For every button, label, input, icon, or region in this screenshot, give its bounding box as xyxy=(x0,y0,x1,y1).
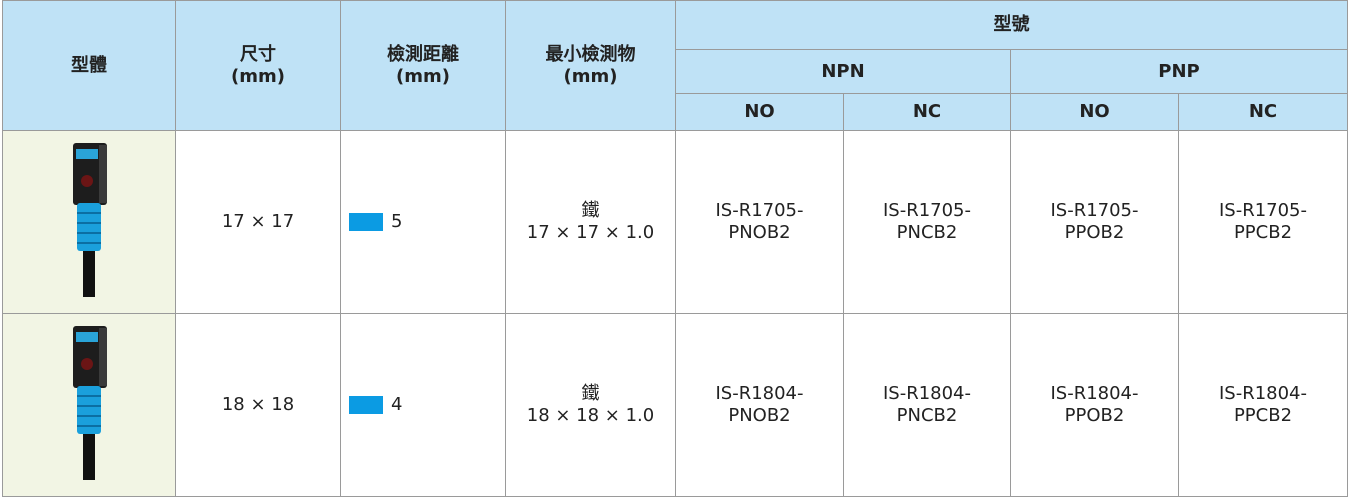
header-unit: (mm) xyxy=(231,65,285,87)
cell: IS-R1705- PNOB2 xyxy=(675,130,844,314)
model-number: PPOB2 xyxy=(1064,405,1125,426)
sensor-image xyxy=(73,326,107,480)
image-cell xyxy=(2,313,176,497)
cell: 鐵 18 × 18 × 1.0 xyxy=(505,313,676,497)
header-cell: PNP xyxy=(1010,49,1348,94)
cell: IS-R1705- PNCB2 xyxy=(843,130,1011,314)
model-number: PPOB2 xyxy=(1064,222,1125,243)
size: 17 × 17 xyxy=(221,211,295,232)
model-number: PNCB2 xyxy=(896,222,958,243)
cell: 鐵 17 × 17 × 1.0 xyxy=(505,130,676,314)
header-unit: (mm) xyxy=(396,65,450,87)
size: 18 × 18 xyxy=(221,394,295,415)
header-text: 型體 xyxy=(71,54,107,76)
model-number: PNCB2 xyxy=(896,405,958,426)
header-cell: NC xyxy=(1178,93,1348,131)
model-number: PNOB2 xyxy=(728,405,791,426)
table-row: 18 × 18 4 鐵 18 × 18 × 1.0 IS-R1804- PNOB2 IS-R… xyxy=(2,313,1348,497)
header-cell: 最小檢測物 (mm) xyxy=(505,0,676,131)
cell: 4 xyxy=(340,313,506,497)
cell: 5 xyxy=(340,130,506,314)
model-number: PPCB2 xyxy=(1233,222,1293,243)
cell: IS-R1705- PPOB2 xyxy=(1010,130,1179,314)
sensor-image xyxy=(73,143,107,297)
header-cell: NPN xyxy=(675,49,1011,94)
object-size: 18 × 18 × 1.0 xyxy=(526,405,655,426)
header-text: 型號 xyxy=(993,14,1030,35)
cell: IS-R1804- PPCB2 xyxy=(1178,313,1348,497)
model-number: IS-R1705- xyxy=(1218,200,1308,221)
header-text: NPN xyxy=(821,60,865,82)
cell: IS-R1705- PPCB2 xyxy=(1178,130,1348,314)
header-text: 檢測距離 xyxy=(387,43,459,65)
material: 鐵 xyxy=(581,383,600,404)
distance: 4 xyxy=(391,394,403,415)
model-number: IS-R1804- xyxy=(715,383,804,404)
cell: 18 × 18 xyxy=(175,313,341,497)
header-text: NC xyxy=(1248,101,1278,122)
header-text: 最小檢測物 xyxy=(545,43,636,65)
header-text: NC xyxy=(912,101,942,122)
cell: IS-R1804- PNCB2 xyxy=(843,313,1011,497)
model-number: IS-R1804- xyxy=(1218,383,1308,404)
material: 鐵 xyxy=(581,200,600,221)
header-text: NO xyxy=(744,101,775,122)
header-cell: 尺寸 (mm) xyxy=(175,0,341,131)
header-cell: 檢測距離 (mm) xyxy=(340,0,506,131)
header-text: PNP xyxy=(1158,60,1200,82)
model-number: IS-R1705- xyxy=(715,200,804,221)
distance-icon xyxy=(349,213,383,231)
table-row: 17 × 17 5 鐵 17 × 17 × 1.0 IS-R1705- PNOB2 IS-R… xyxy=(2,130,1348,314)
model-number: IS-R1705- xyxy=(1050,200,1139,221)
model-number: PNOB2 xyxy=(728,222,791,243)
cell: 17 × 17 xyxy=(175,130,341,314)
model-number: IS-R1804- xyxy=(882,383,972,404)
model-number: PPCB2 xyxy=(1233,405,1293,426)
distance: 5 xyxy=(391,211,403,232)
object-size: 17 × 17 × 1.0 xyxy=(526,222,655,243)
header-text: 尺寸 xyxy=(240,43,276,65)
header-text: NO xyxy=(1079,101,1110,122)
cell: IS-R1804- PPOB2 xyxy=(1010,313,1179,497)
header-cell: NO xyxy=(1010,93,1179,131)
header-unit: (mm) xyxy=(563,65,618,87)
header-cell: 型號 xyxy=(675,0,1348,50)
header-cell: NC xyxy=(843,93,1011,131)
header-cell: 型體 xyxy=(2,0,176,131)
cell: IS-R1804- PNOB2 xyxy=(675,313,844,497)
model-number: IS-R1705- xyxy=(882,200,972,221)
image-cell xyxy=(2,130,176,314)
distance-icon xyxy=(349,396,383,414)
model-number: IS-R1804- xyxy=(1050,383,1139,404)
header-cell: NO xyxy=(675,93,844,131)
